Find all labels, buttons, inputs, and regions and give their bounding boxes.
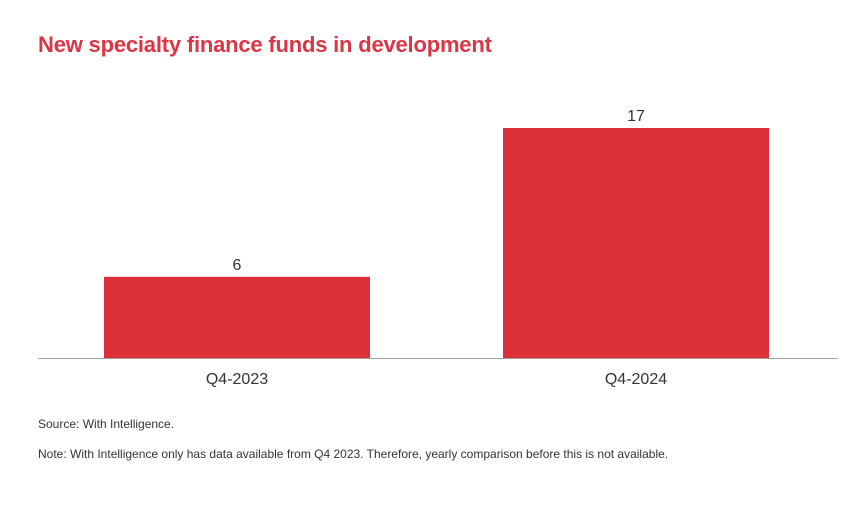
bar-q4-2024 bbox=[503, 128, 769, 358]
labels-group: 6 17 bbox=[233, 108, 645, 274]
data-label: 17 bbox=[627, 108, 645, 125]
bar-chart: 6 17 Q4-2023 Q4-2024 bbox=[38, 108, 838, 388]
bars-group bbox=[104, 128, 769, 358]
x-tick-labels: Q4-2023 Q4-2024 bbox=[206, 371, 667, 388]
data-availability-note: Note: With Intelligence only has data av… bbox=[38, 447, 669, 461]
x-tick-label: Q4-2023 bbox=[206, 371, 268, 388]
data-label: 6 bbox=[233, 257, 242, 274]
x-tick-label: Q4-2024 bbox=[605, 371, 667, 388]
chart-title: New specialty finance funds in developme… bbox=[38, 32, 492, 57]
bar-q4-2023 bbox=[104, 276, 370, 358]
source-note: Source: With Intelligence. bbox=[38, 417, 175, 431]
